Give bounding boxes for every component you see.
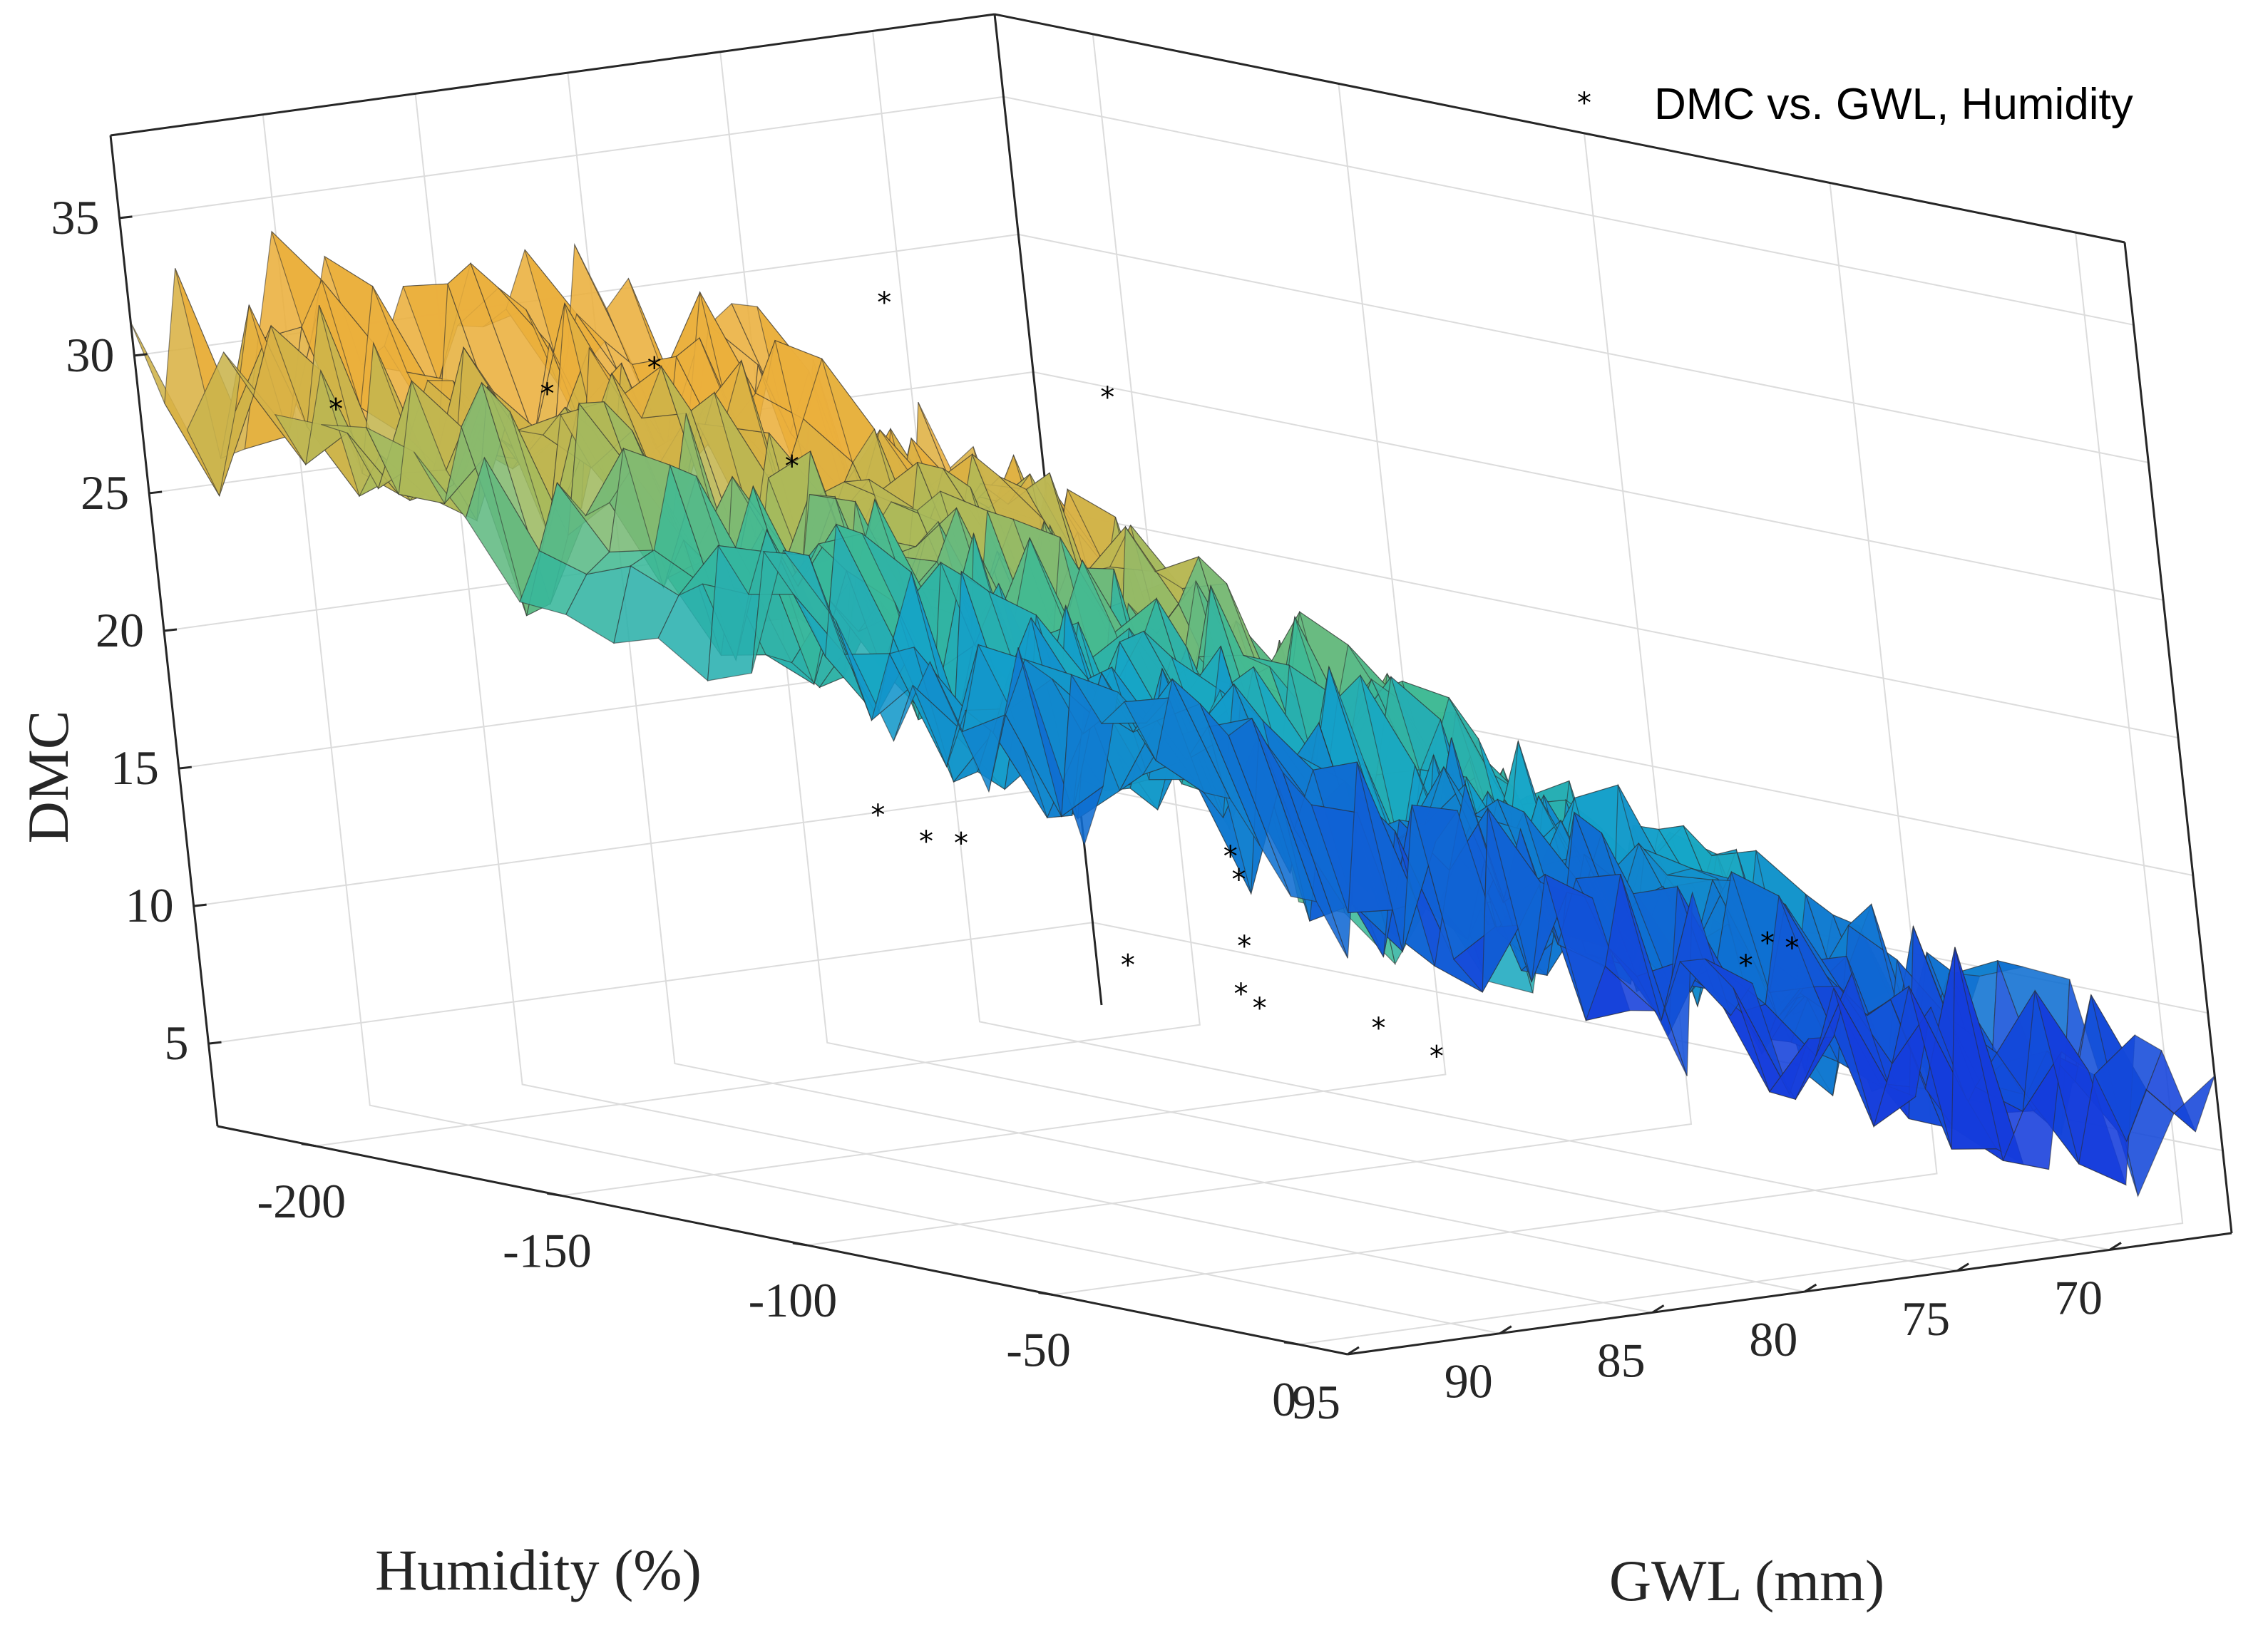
scatter-point: * bbox=[919, 825, 933, 858]
y-tick-mark bbox=[1804, 1283, 1817, 1293]
z-tick-mark bbox=[178, 766, 192, 770]
y-tick-mark bbox=[2109, 1242, 2122, 1251]
y-tick-label: 70 bbox=[2054, 1270, 2103, 1324]
z-tick-label: 30 bbox=[66, 328, 114, 382]
x-tick-label: -50 bbox=[1006, 1323, 1071, 1377]
z-tick-label: 15 bbox=[111, 741, 159, 795]
axis-edge bbox=[2123, 242, 2233, 1234]
scatter-series: * ******* *********** * bbox=[329, 287, 1799, 1073]
legend-marker-icon: * bbox=[1577, 87, 1591, 120]
scatter-point: * bbox=[647, 352, 662, 385]
x-tick-label: -200 bbox=[257, 1174, 346, 1228]
z-tick-label: 20 bbox=[96, 603, 144, 657]
x-gridline bbox=[806, 133, 1693, 1246]
z-tick-mark bbox=[119, 215, 133, 220]
z-tick-mark bbox=[193, 903, 207, 907]
scatter-point: * bbox=[1121, 949, 1135, 982]
legend-entry: DMC vs. GWL, Humidity bbox=[1654, 80, 2133, 129]
axis-edge bbox=[110, 13, 995, 137]
surface-patch bbox=[2145, 1075, 2215, 1133]
scatter-point: * bbox=[1739, 949, 1753, 982]
y-tick-label: 80 bbox=[1749, 1312, 1797, 1366]
x-axis-label: GWL (mm) bbox=[1609, 1548, 1884, 1613]
x-gridline bbox=[1298, 232, 2184, 1346]
scatter-point: * bbox=[329, 393, 343, 426]
y-tick-mark bbox=[1956, 1262, 1969, 1272]
scatter-point: * bbox=[1223, 840, 1238, 873]
z-tick-label: 5 bbox=[165, 1016, 189, 1070]
z-tick-mark bbox=[163, 628, 178, 632]
z-tick-mark bbox=[134, 353, 148, 357]
surface bbox=[130, 230, 2215, 1198]
y-gridline bbox=[872, 31, 2110, 1251]
scatter-point: * bbox=[871, 799, 885, 832]
x-tick-mark bbox=[547, 1192, 562, 1197]
x-gridline bbox=[315, 34, 1201, 1147]
scatter-point: * bbox=[1430, 1041, 1444, 1073]
tick-labels: 5 10 15 20 25 30 35 70 75 80 85 90 95 -200 -150 -100 -50… bbox=[51, 190, 2122, 1429]
x-tick-mark bbox=[1038, 1292, 1053, 1297]
scatter-point: * bbox=[877, 287, 891, 319]
z-tick-label: 25 bbox=[81, 465, 129, 520]
x-tick-label: -150 bbox=[503, 1223, 592, 1277]
y-tick-mark bbox=[1651, 1304, 1665, 1314]
scatter-point: * bbox=[1237, 930, 1251, 963]
y-tick-label: 95 bbox=[1292, 1375, 1340, 1429]
x-tick-label: -100 bbox=[749, 1273, 838, 1327]
axis-edge bbox=[1347, 1232, 2232, 1356]
x-gridline bbox=[561, 83, 1447, 1197]
z-tick-label: 10 bbox=[125, 878, 174, 932]
scatter-point: * bbox=[1760, 927, 1775, 959]
scatter-point: * bbox=[540, 378, 554, 411]
scatter-point: * bbox=[785, 450, 799, 483]
scatter-point: * bbox=[1785, 932, 1799, 964]
axis-edge bbox=[217, 1125, 1348, 1356]
legend: * DMC vs. GWL, Humidity bbox=[1577, 80, 2133, 129]
y-tick-label: 75 bbox=[1902, 1292, 1950, 1346]
x-tick-mark bbox=[792, 1242, 808, 1247]
scatter-point: * bbox=[1372, 1012, 1386, 1045]
z-tick-mark bbox=[208, 1041, 222, 1045]
x-tick-label: 0 bbox=[1272, 1372, 1296, 1426]
scatter-point: * bbox=[1233, 978, 1248, 1011]
scatter-point: * bbox=[1232, 864, 1246, 897]
z-axis-label: DMC bbox=[16, 711, 81, 844]
x-tick-mark bbox=[1283, 1341, 1299, 1346]
z-tick-label: 35 bbox=[51, 190, 100, 244]
x-gridline bbox=[1052, 182, 1938, 1296]
x-tick-mark bbox=[301, 1143, 317, 1148]
y-tick-label: 85 bbox=[1597, 1333, 1646, 1387]
axis-edge bbox=[994, 13, 2125, 244]
z-tick-mark bbox=[149, 490, 163, 495]
scatter-point: * bbox=[1253, 992, 1267, 1025]
y-tick-label: 90 bbox=[1445, 1354, 1493, 1408]
scatter-point: * bbox=[954, 827, 968, 860]
y-tick-mark bbox=[1347, 1346, 1360, 1356]
y-tick-mark bbox=[1499, 1325, 1512, 1334]
y-axis-label: Humidity (%) bbox=[375, 1537, 702, 1602]
scatter-point: * bbox=[1100, 381, 1114, 414]
